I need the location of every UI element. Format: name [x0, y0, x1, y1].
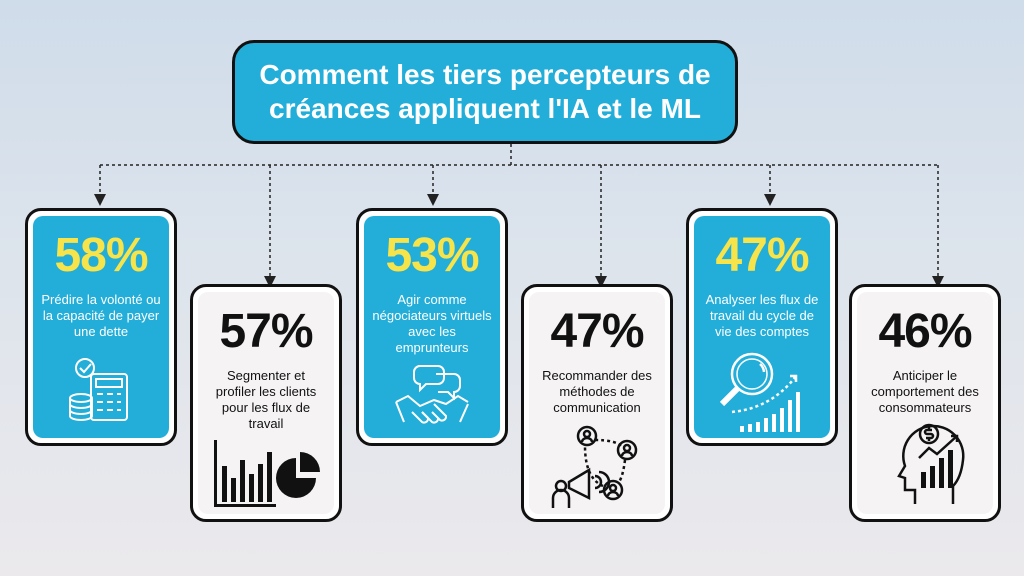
stat-percent: 53%: [385, 229, 479, 282]
stat-card-5: 47% Analyser les flux de travail du cycl…: [686, 208, 838, 446]
stat-description: Recommander des méthodes de communicatio…: [542, 368, 652, 415]
stat-card-2: 57% Segmenter et profiler les clients po…: [190, 284, 342, 522]
page-title: Comment les tiers percepteurs de créance…: [232, 40, 738, 144]
stat-percent: 47%: [715, 229, 809, 282]
stat-description: Anticiper le comportement des consommate…: [871, 368, 979, 415]
stat-percent: 47%: [550, 305, 644, 358]
title-text: Comment les tiers percepteurs de créance…: [259, 59, 711, 124]
stat-card-1: 58% Prédire la volonté ou la capacité de…: [25, 208, 177, 446]
stat-description: Prédire la volonté ou la capacité de pay…: [41, 292, 161, 339]
stat-card-3: 53% Agir comme négociateurs virtuels ave…: [356, 208, 508, 446]
stat-percent: 58%: [54, 229, 148, 282]
stat-description: Segmenter et profiler les clients pour l…: [215, 368, 317, 431]
stat-percent: 46%: [878, 305, 972, 358]
head-dollar-chart-icon: [897, 423, 965, 504]
stat-description: Analyser les flux de travail du cycle de…: [705, 292, 819, 339]
calculator-coins-icon: [69, 358, 128, 421]
bar-pie-chart-icon: [214, 440, 320, 507]
stat-percent: 57%: [219, 305, 313, 358]
megaphone-people-icon: [551, 425, 638, 508]
handshake-chat-icon: [395, 365, 469, 424]
magnifier-growth-icon: [719, 352, 800, 432]
stat-card-4: 47% Recommander des méthodes de communic…: [521, 284, 673, 522]
stat-description: Agir comme négociateurs virtuels avec le…: [372, 292, 492, 355]
stat-card-6: 46% Anticiper le comportement des consom…: [849, 284, 1001, 522]
